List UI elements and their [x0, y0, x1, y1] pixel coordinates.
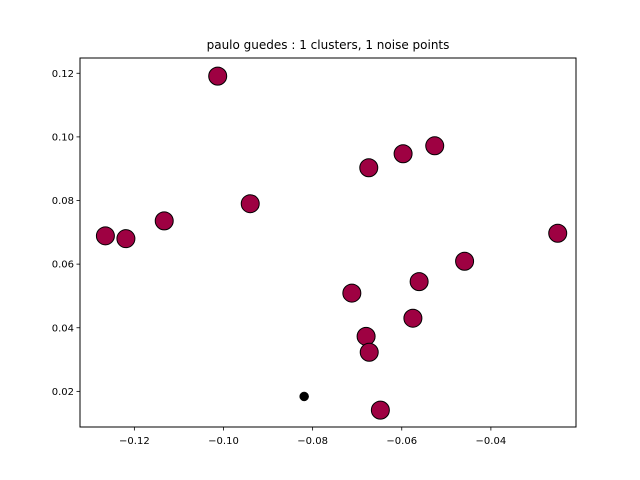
cluster-point: [208, 66, 228, 86]
cluster-point: [154, 211, 174, 231]
x-tick-label: −0.12: [119, 436, 150, 447]
x-tick-label: −0.06: [386, 436, 417, 447]
cluster-point: [359, 158, 379, 178]
x-tick-label: −0.08: [297, 436, 328, 447]
x-tick-label: −0.10: [208, 436, 239, 447]
cluster-point: [548, 223, 568, 243]
cluster-point: [370, 400, 390, 420]
chart-title: paulo guedes : 1 clusters, 1 noise point…: [207, 38, 450, 52]
y-tick-label: 0.02: [52, 387, 74, 398]
axis-ticks: −0.12 −0.10 −0.08 −0.06 −0.04 0.02 0.04 0.06 0.0…: [52, 69, 506, 447]
plot-area-frame: [79, 57, 577, 428]
cluster-point: [240, 194, 260, 214]
y-tick-label: 0.12: [52, 69, 74, 80]
cluster-point: [116, 229, 136, 249]
scatter-points: [95, 66, 568, 420]
noise-point: [299, 391, 309, 402]
cluster-point: [393, 144, 413, 164]
cluster-point: [356, 326, 376, 346]
cluster-point: [359, 342, 379, 362]
y-tick-label: 0.06: [52, 260, 74, 271]
cluster-point: [95, 226, 115, 246]
cluster-point: [425, 136, 445, 156]
cluster-point: [455, 251, 475, 271]
x-tick-label: −0.04: [476, 436, 507, 447]
cluster-point: [409, 272, 429, 292]
y-tick-label: 0.04: [52, 323, 74, 334]
cluster-point: [403, 308, 423, 328]
y-tick-label: 0.08: [52, 196, 74, 207]
y-tick-label: 0.10: [52, 132, 74, 143]
cluster-point: [342, 283, 362, 303]
